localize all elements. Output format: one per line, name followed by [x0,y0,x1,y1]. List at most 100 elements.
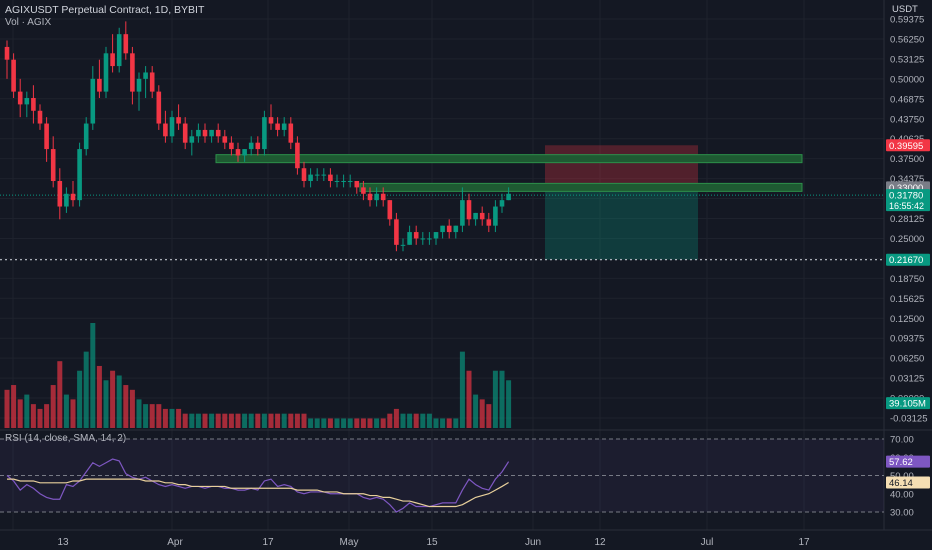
volume-bar [308,418,314,428]
volume-bar [499,370,505,428]
candle-body [57,180,63,207]
price-badge-text: 0.21670 [889,255,923,266]
target-zone [545,187,698,260]
candle-body [473,212,478,220]
candle-body [103,53,109,92]
volume-bar [11,385,17,428]
countdown-text: 16:55:42 [889,201,924,211]
rsi-badge [886,455,930,468]
time-tick-label: Jun [525,537,541,548]
volume-bar [347,418,353,428]
candle-body [262,117,267,150]
price-tick-label: 0.15625 [890,294,924,305]
resistance-zone [215,154,803,164]
volume-bar [103,380,109,428]
volume-bar [222,413,228,428]
candle-body [90,78,96,124]
candle-body [24,98,30,105]
candle-body [347,180,353,182]
volume-bar [182,413,188,428]
candle-body [427,238,432,240]
volume-bar [228,413,234,428]
candle-body [394,219,399,245]
volume-bar [44,404,50,428]
volume-bar [473,394,479,428]
candle-body [123,34,129,54]
candle-body [83,123,89,150]
price-tick-label: 0.06250 [890,354,924,365]
candle-body [440,225,445,233]
rsi-badge [886,476,930,489]
candle-body [499,200,505,207]
volume-bar [215,413,221,428]
candle-body [196,129,201,137]
volume-bar [453,418,459,428]
candle-body [314,174,320,176]
volume-bar [407,413,413,428]
candle-body [387,200,393,220]
candle-body [202,129,208,137]
volume-bar [506,380,512,428]
price-badge [886,189,930,212]
candle-body [222,136,228,143]
support-zone [359,182,803,192]
candle-body [169,117,175,137]
candle-body [4,46,10,60]
volume-bar [446,418,452,428]
price-tick-label: 0.28125 [890,214,924,225]
candle-body [116,34,122,67]
volume-bar [321,418,327,428]
time-tick-label: 17 [798,537,810,548]
volume-legend: Vol · AGIX [5,17,52,28]
volume-bar [169,408,175,428]
time-tick-label: May [340,537,359,548]
volume-bar [281,413,287,428]
price-tick-label: 0.09375 [890,334,924,345]
volume-bar [123,385,129,428]
candle-body [44,123,49,150]
price-tick-label: 0.59375 [890,15,924,26]
volume-bar [242,413,248,428]
candle-body [110,53,115,67]
candle-body [308,174,313,181]
candle-body [334,180,340,182]
volume-bar [50,385,56,428]
candle-body [70,193,76,201]
volume-bar [202,413,208,428]
candle-body [149,72,155,92]
volume-bar [255,413,261,428]
volume-bar [393,408,399,428]
volume-bar [360,418,366,428]
volume-bar [334,418,340,428]
volume-bar [261,413,267,428]
price-tick-label: 0.18750 [890,274,924,285]
candle-body [295,142,300,169]
candle-body [17,91,23,105]
candle-body [215,129,221,137]
candle-body [248,142,254,150]
volume-bar [459,351,465,428]
candle-body [64,193,69,207]
volume-bar [486,404,492,428]
symbol-title[interactable]: AGIXUSDT Perpetual Contract, 1D, BYBIT [5,4,205,16]
price-tick-label: 0.03125 [890,374,924,385]
volume-bar [24,394,30,428]
candle-body [420,238,426,240]
volume-bar [374,418,380,428]
volume-bar [387,413,393,428]
volume-bar [294,413,300,428]
currency-label: USDT [892,4,918,15]
price-tick-label: 0.12500 [890,314,924,325]
candle-body [288,123,294,143]
time-tick-label: 17 [262,537,274,548]
volume-bar [162,408,168,428]
candle-body [506,193,511,201]
candle-body [136,78,142,92]
price-badge-text: 0.33000 [889,183,923,194]
candle-body [50,149,56,181]
candle-body [374,193,379,201]
volume-bar [301,413,307,428]
candle-body [163,123,168,137]
